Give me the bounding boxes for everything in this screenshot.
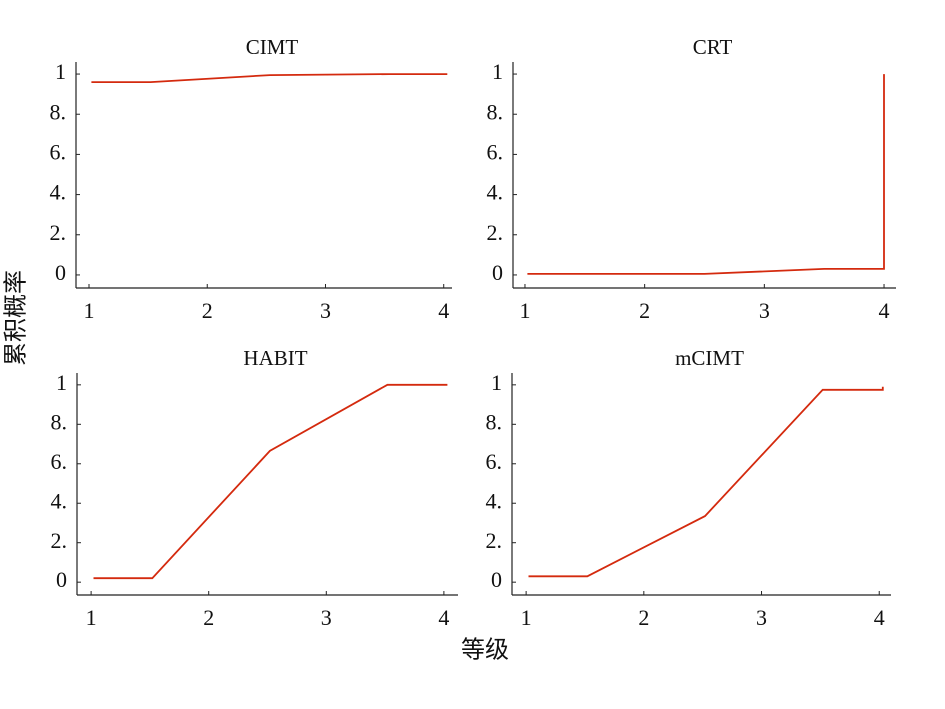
y-tick-label: 2. [486, 528, 503, 553]
y-tick-label: 2. [51, 528, 68, 553]
data-line [91, 73, 448, 83]
y-tick-label: 6. [487, 139, 504, 164]
y-tick-label: 2. [50, 220, 67, 245]
y-tick-label: 1 [492, 59, 503, 84]
y-tick-label: 4. [50, 180, 67, 205]
x-tick-label: 1 [521, 605, 532, 630]
y-tick-label: 4. [51, 488, 68, 513]
x-tick-label: 2 [202, 298, 213, 323]
subplot-title: mCIMT [675, 346, 744, 370]
y-tick-label: 8. [486, 409, 503, 434]
x-tick-label: 2 [639, 298, 650, 323]
y-tick-label: 4. [487, 180, 504, 205]
y-tick-label: 1 [491, 370, 502, 395]
y-tick-label: 8. [487, 99, 504, 124]
x-tick-label: 2 [638, 605, 649, 630]
y-tick-label: 6. [50, 139, 67, 164]
x-tick-label: 4 [879, 298, 890, 323]
x-tick-label: 4 [438, 298, 449, 323]
y-tick-label: 0 [491, 567, 502, 592]
y-tick-label: 1 [55, 59, 66, 84]
data-line [528, 386, 884, 578]
x-tick-label: 2 [203, 605, 214, 630]
y-tick-label: 0 [55, 260, 66, 285]
x-tick-label: 3 [759, 298, 770, 323]
y-tick-label: 8. [51, 409, 68, 434]
y-tick-label: 4. [486, 488, 503, 513]
x-tick-label: 4 [874, 605, 885, 630]
y-tick-label: 8. [50, 99, 67, 124]
y-tick-label: 1 [56, 370, 67, 395]
y-axis-label: 累积概率 [3, 270, 30, 366]
y-tick-label: 6. [51, 449, 68, 474]
data-line [527, 74, 885, 275]
x-axis-label: 等级 [461, 637, 509, 664]
x-tick-label: 1 [86, 605, 97, 630]
y-tick-label: 2. [487, 220, 504, 245]
y-tick-label: 0 [492, 260, 503, 285]
x-tick-label: 3 [320, 298, 331, 323]
subplot-title: CIMT [246, 35, 299, 59]
x-tick-label: 4 [438, 605, 449, 630]
subplot-title: HABIT [243, 346, 307, 370]
y-tick-label: 6. [486, 449, 503, 474]
subplot-title: CRT [693, 35, 733, 59]
x-tick-label: 3 [756, 605, 767, 630]
x-tick-label: 1 [519, 298, 530, 323]
x-tick-label: 1 [84, 298, 95, 323]
y-tick-label: 0 [56, 567, 67, 592]
x-tick-label: 3 [321, 605, 332, 630]
data-line [93, 383, 448, 580]
